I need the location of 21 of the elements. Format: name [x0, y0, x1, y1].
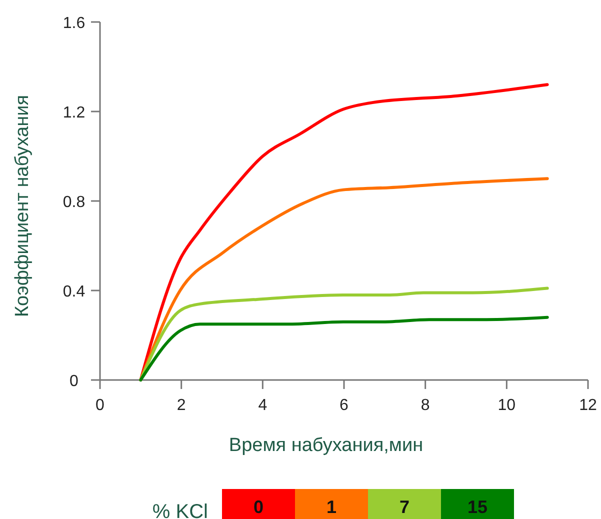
x-tick-label: 4	[258, 397, 268, 414]
x-tick-label: 12	[579, 397, 597, 414]
x-tick-label: 8	[420, 397, 430, 414]
text: 15	[467, 497, 488, 517]
x-tick-label: 6	[340, 397, 349, 414]
y-axis-title: Коэффициент набухания	[12, 94, 33, 318]
text: 0	[253, 497, 264, 517]
line-series	[139, 316, 549, 382]
line-series	[139, 177, 549, 382]
y-tick-label: 0.8	[62, 194, 86, 211]
legend-title: % KCl	[152, 501, 208, 519]
text: 7	[399, 497, 410, 517]
y-tick-label: 0.4	[62, 284, 86, 300]
x-tick-label: 2	[176, 397, 186, 414]
y-tick-label: 1.6	[62, 15, 86, 32]
x-tick-label: 0	[96, 397, 105, 414]
x-tick-label: 10	[498, 397, 516, 414]
y-tick-label: 0	[70, 373, 79, 390]
x-axis-title: Время набухания,мин	[228, 435, 424, 456]
y-tick-label: 1.2	[62, 104, 86, 122]
text: 1	[326, 497, 337, 517]
